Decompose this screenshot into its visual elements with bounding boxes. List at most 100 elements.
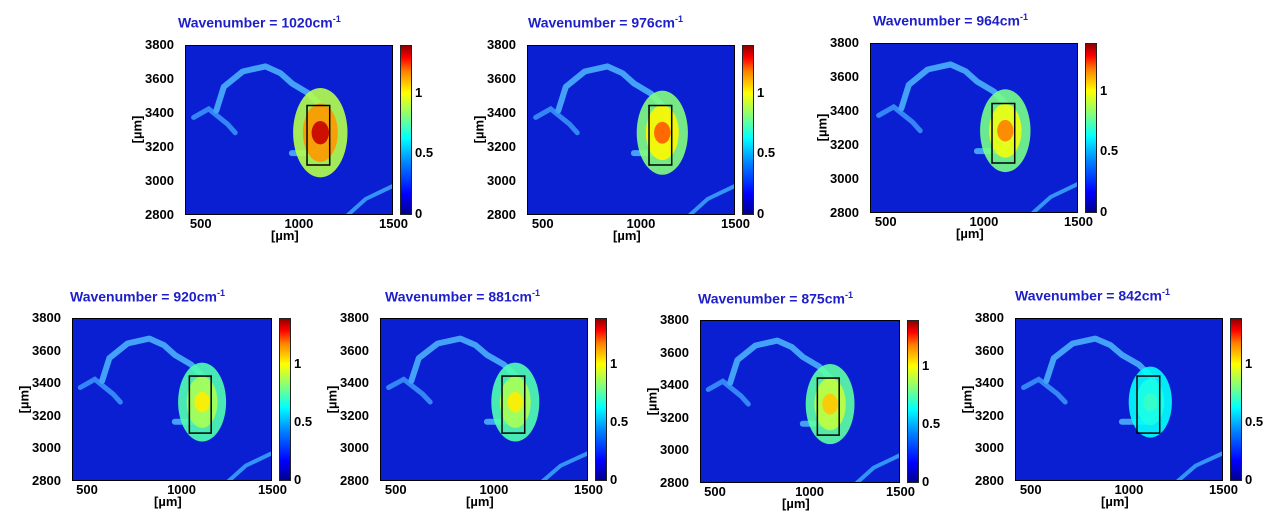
- tissue-branch-structure: [77, 376, 123, 405]
- y-tick-label: 3600: [32, 342, 61, 358]
- colorbar: [907, 320, 919, 483]
- colorbar-tick-label: 0: [415, 206, 423, 221]
- x-tick-label: 500: [874, 214, 897, 229]
- colorbar-tick-label: 0.5: [757, 145, 776, 161]
- y-tick-label: 3200: [32, 407, 61, 423]
- y-tick-label: 3400: [487, 105, 516, 120]
- y-axis-label: [µm]: [959, 385, 975, 413]
- panel-title-text: Wavenumber = 920cm: [70, 288, 217, 305]
- y-tick-label: 3600: [145, 71, 174, 86]
- y-tick-label: 3400: [830, 103, 859, 118]
- panel-title: Wavenumber = 976cm-1: [528, 14, 683, 31]
- colorbar-tick-label: 0.5: [922, 415, 941, 431]
- y-tick-label: 3000: [340, 440, 369, 456]
- heatmap-plot-area: [870, 43, 1078, 213]
- y-tick-label: 3200: [660, 409, 689, 425]
- y-axis-label: [µm]: [814, 113, 830, 142]
- y-tick-label: 3800: [975, 310, 1004, 325]
- tissue-branch-structure: [705, 378, 751, 407]
- roi-box: [648, 104, 673, 166]
- x-axis-label: [µm]: [613, 228, 641, 243]
- heatmap-svg: [701, 321, 899, 482]
- x-tick-label: 1500: [721, 216, 750, 231]
- panel-title: Wavenumber = 964cm-1: [873, 12, 1028, 29]
- heatmap-background: [871, 44, 1077, 212]
- panel-title-exponent: -1: [216, 288, 225, 298]
- x-axis-label: [µm]: [466, 494, 494, 509]
- y-tick-label: 3600: [660, 344, 689, 360]
- y-axis-label: [µm]: [16, 385, 32, 413]
- x-tick-label: 1000: [626, 216, 656, 231]
- x-tick-label: 500: [1019, 482, 1042, 497]
- y-tick-label: 3000: [487, 173, 516, 188]
- colorbar-tick-label: 1: [294, 355, 302, 371]
- colorbar-tick-label: 0.5: [1100, 143, 1119, 159]
- y-tick-label: 3200: [487, 139, 516, 154]
- colorbar-tick-label: 0: [922, 474, 930, 489]
- tissue-edge-structure: [540, 451, 587, 480]
- heatmap-background: [381, 319, 587, 480]
- y-tick-label: 3600: [830, 69, 859, 84]
- y-tick-label: 3200: [145, 139, 174, 154]
- colorbar-tick-label: 0.5: [415, 145, 434, 161]
- panel-title-exponent: -1: [531, 288, 540, 298]
- panel-title: Wavenumber = 1020cm-1: [178, 14, 341, 31]
- roi-box: [991, 102, 1016, 164]
- tissue-edge-structure: [226, 451, 271, 480]
- colorbar-tick-label: 1: [757, 84, 765, 100]
- panel-title-text: Wavenumber = 1020cm: [178, 14, 333, 31]
- y-tick-label: 2800: [830, 205, 859, 220]
- colorbar-tick-label: 1: [415, 84, 423, 100]
- colorbar-tick-label: 1: [1245, 355, 1253, 371]
- tissue-branch-structure: [191, 105, 238, 136]
- heatmap-background: [701, 321, 899, 482]
- colorbar-tick-label: 1: [1100, 82, 1108, 98]
- x-axis-label: [µm]: [782, 496, 810, 511]
- x-tick-label: 1000: [284, 216, 314, 231]
- panel-title: Wavenumber = 842cm-1: [1015, 287, 1170, 304]
- y-tick-label: 3800: [830, 35, 859, 50]
- x-tick-label: 1000: [969, 214, 999, 229]
- colorbar-tick-label: 1: [610, 355, 618, 371]
- x-axis-label: [µm]: [154, 494, 182, 509]
- y-tick-label: 3000: [32, 440, 61, 456]
- x-axis-label: [µm]: [1101, 494, 1129, 509]
- intensity-hotspot: [507, 391, 524, 413]
- roi-box: [306, 104, 331, 166]
- panel-title: Wavenumber = 920cm-1: [70, 288, 225, 305]
- colorbar: [1230, 318, 1242, 481]
- heatmap-svg: [381, 319, 587, 480]
- colorbar-tick-label: 0: [294, 472, 302, 487]
- colorbar-tick-label: 0.5: [294, 413, 313, 429]
- y-tick-label: 3200: [975, 407, 1004, 423]
- colorbar: [400, 45, 412, 215]
- x-tick-label: 1000: [1114, 482, 1144, 497]
- heatmap-svg: [186, 46, 392, 214]
- tissue-branch-structure: [533, 105, 580, 136]
- intensity-hotspot: [822, 393, 838, 415]
- intensity-hotspot: [654, 121, 671, 144]
- panel-title-text: Wavenumber = 842cm: [1015, 287, 1162, 304]
- x-tick-label: 1000: [479, 482, 509, 497]
- y-tick-label: 3600: [487, 71, 516, 86]
- heatmap-plot-area: [380, 318, 588, 481]
- x-tick-label: 1500: [1064, 214, 1093, 229]
- panel-title-exponent: -1: [1019, 12, 1028, 22]
- heatmap-plot-area: [185, 45, 393, 215]
- x-tick-label: 500: [76, 482, 98, 497]
- heatmap-svg: [1016, 319, 1222, 480]
- tissue-edge-structure: [1175, 451, 1222, 480]
- panel-title-text: Wavenumber = 964cm: [873, 12, 1020, 29]
- panel-title-exponent: -1: [1161, 287, 1170, 297]
- x-tick-label: 500: [531, 216, 554, 231]
- x-tick-label: 500: [704, 484, 726, 499]
- tissue-edge-structure: [345, 184, 392, 214]
- tissue-edge-structure: [1030, 182, 1077, 212]
- panel-title-text: Wavenumber = 881cm: [385, 288, 532, 305]
- tissue-branch-structure: [386, 376, 433, 405]
- y-axis-label: [µm]: [324, 385, 340, 413]
- y-tick-label: 3200: [340, 407, 369, 423]
- intensity-hotspot: [1143, 392, 1158, 412]
- heatmap-svg: [528, 46, 734, 214]
- tissue-edge-structure: [854, 453, 899, 482]
